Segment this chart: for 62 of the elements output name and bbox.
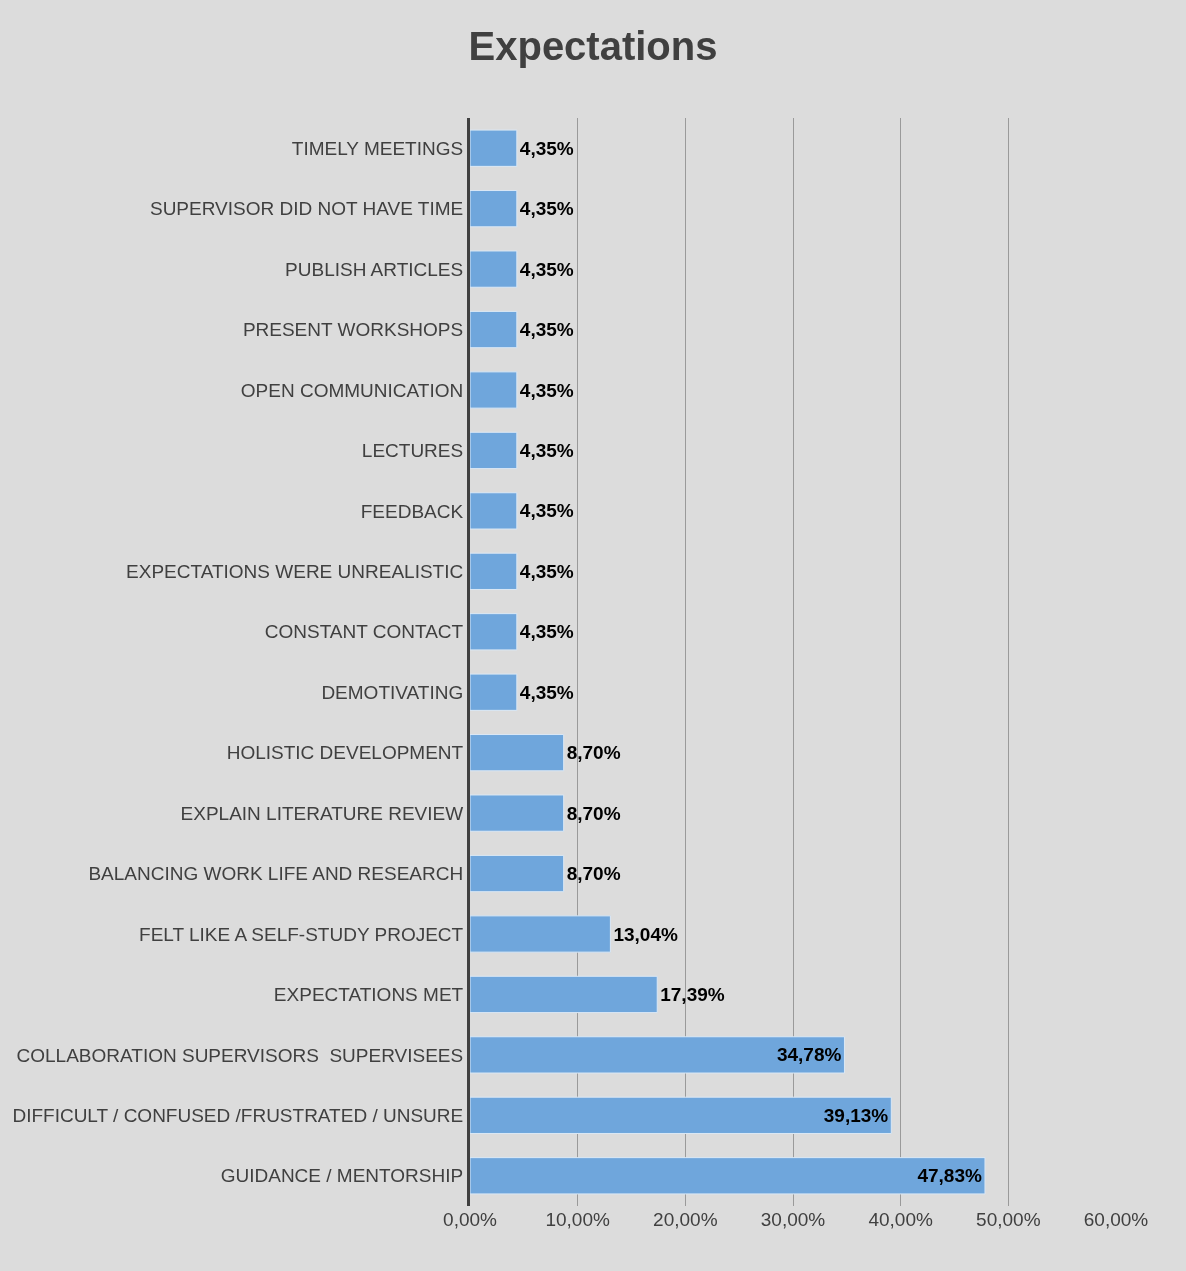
data-label: 17,39% [660, 983, 725, 1005]
bar [470, 915, 611, 953]
y-tick-label: DEMOTIVATING [321, 681, 464, 703]
bar [470, 190, 518, 228]
y-tick-label: CONSTANT CONTACT [264, 621, 464, 643]
data-label: 34,78% [776, 1044, 842, 1066]
data-label: 39,13% [823, 1104, 889, 1126]
bar [470, 371, 518, 409]
chart-title: Expectations [468, 23, 718, 68]
x-tick-label: 20,00% [653, 1209, 718, 1230]
data-label: 4,35% [519, 258, 574, 280]
bar [470, 613, 518, 651]
bar [470, 1096, 892, 1134]
x-tick-label: 60,00% [1083, 1209, 1149, 1230]
bar [470, 310, 518, 349]
y-tick-label: EXPLAIN LITERATURE REVIEW [180, 802, 464, 824]
data-label: 4,35% [519, 137, 574, 159]
x-tick-label: 0,00% [443, 1209, 498, 1230]
x-tick-label: 10,00% [545, 1209, 610, 1230]
bar [470, 1036, 845, 1074]
x-tick-label: 30,00% [760, 1209, 826, 1230]
bar [470, 1157, 986, 1195]
y-tick-label: COLLABORATION SUPERVISORS SUPERVISEES [16, 1044, 464, 1066]
y-tick-label: SUPERVISOR DID NOT HAVE TIME [149, 198, 464, 220]
bar [470, 854, 565, 893]
bar [470, 250, 518, 288]
y-tick-label: OPEN COMMUNICATION [240, 379, 464, 401]
data-label: 4,35% [519, 560, 574, 582]
bar [470, 794, 565, 832]
bar [470, 431, 518, 470]
y-tick-label: LECTURES [361, 440, 464, 462]
data-label: 8,70% [566, 863, 621, 885]
y-tick-label: FELT LIKE A SELF-STUDY PROJECT [139, 923, 464, 945]
data-label: 13,04% [613, 923, 678, 945]
bar [470, 492, 518, 530]
bar [470, 734, 565, 772]
x-tick-label: 40,00% [868, 1209, 933, 1230]
y-tick-label: TIMELY MEETINGS [291, 137, 464, 159]
data-label: 8,70% [566, 802, 621, 824]
bar [470, 129, 518, 167]
y-tick-label: DIFFICULT / CONFUSED /FRUSTRATED / UNSURE [12, 1104, 464, 1126]
data-label: 8,70% [566, 742, 621, 764]
data-label: 4,35% [519, 500, 574, 522]
y-tick-label: EXPECTATIONS WERE UNREALISTIC [126, 560, 464, 582]
data-label: 4,35% [519, 198, 574, 220]
y-tick-label: BALANCING WORK LIFE AND RESEARCH [88, 863, 464, 885]
data-label: 4,35% [519, 439, 574, 461]
data-label: 4,35% [519, 681, 574, 703]
y-tick-label: EXPECTATIONS MET [273, 984, 464, 1006]
x-tick-label: 50,00% [976, 1209, 1041, 1230]
bar [470, 552, 518, 590]
bar [470, 975, 658, 1014]
data-label: 47,83% [917, 1165, 982, 1187]
data-label: 4,35% [519, 379, 574, 401]
y-tick-label: HOLISTIC DEVELOPMENT [226, 742, 464, 764]
bar [470, 673, 518, 711]
data-label: 4,35% [519, 319, 574, 341]
y-tick-label: PUBLISH ARTICLES [285, 258, 464, 280]
y-tick-label: GUIDANCE / MENTORSHIP [220, 1165, 464, 1187]
y-tick-label: PRESENT WORKSHOPS [242, 319, 464, 341]
data-label: 4,35% [519, 621, 574, 643]
y-tick-label: FEEDBACK [360, 500, 464, 522]
